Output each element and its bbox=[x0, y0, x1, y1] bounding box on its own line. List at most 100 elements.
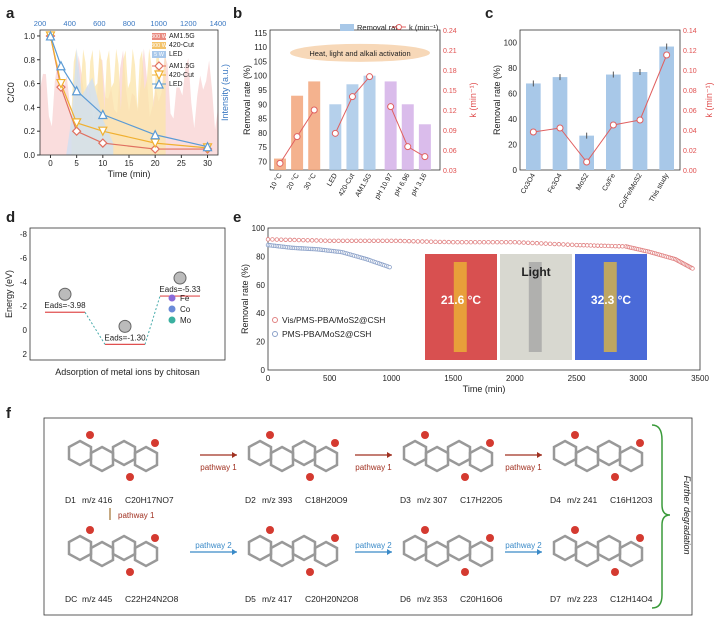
x-category-label-b: 10 °C bbox=[268, 172, 284, 191]
molecule-id: D5 bbox=[245, 594, 256, 604]
y-axis-label-a: C/C0 bbox=[6, 82, 16, 103]
x-category-label-c: Co3O4 bbox=[520, 172, 537, 195]
oxygen-atom bbox=[151, 439, 159, 447]
legend-label-d: Mo bbox=[180, 316, 192, 325]
y-tick-label-a: 0.6 bbox=[24, 80, 36, 89]
molecule-ring bbox=[574, 540, 600, 568]
molecule-formula: C20H17NO7 bbox=[125, 495, 174, 505]
data-point-e-0 bbox=[565, 242, 570, 247]
energy-label-d: Eads=-3.98 bbox=[44, 301, 86, 310]
data-point-e-0 bbox=[584, 243, 590, 248]
data-point-e-0 bbox=[602, 243, 607, 249]
legend-dot-d bbox=[168, 316, 176, 324]
legend-label-e: PMS-PBA/MoS2@CSH bbox=[282, 329, 371, 339]
k-point-b bbox=[348, 93, 356, 101]
legend-power-label: 300 W bbox=[151, 34, 168, 40]
molecule-sketch-d bbox=[58, 287, 72, 301]
x-category-label-b: 30 °C bbox=[302, 172, 318, 191]
data-point-e-0 bbox=[592, 243, 597, 248]
molecule-ring bbox=[269, 540, 295, 568]
top-tick-label-a: 600 bbox=[93, 19, 106, 28]
pathway1-arrowhead bbox=[537, 452, 542, 458]
molecule-ring bbox=[133, 540, 159, 568]
x-axis-label-e: Time (min) bbox=[463, 384, 506, 394]
inset-label-e: 21.6 °C bbox=[441, 293, 481, 307]
data-point-e-0 bbox=[446, 239, 451, 245]
data-point-e-0 bbox=[609, 243, 615, 249]
y-right-tick-label-c: 0.10 bbox=[683, 68, 697, 75]
data-point-AM1.5G bbox=[71, 126, 82, 137]
y-axis-label-c: Removal rate (%) bbox=[492, 65, 502, 135]
molecule-D3 bbox=[402, 431, 494, 481]
legend-dot-d bbox=[168, 305, 176, 313]
pathway2-arrowhead bbox=[387, 549, 392, 555]
x-tick-label-e: 2000 bbox=[506, 374, 524, 383]
data-point-e-0 bbox=[270, 237, 275, 242]
x-category-label-b: 20 °C bbox=[285, 172, 301, 191]
pathway1-label: pathway 1 bbox=[505, 463, 542, 472]
y-right-tick-label-c: 0.08 bbox=[683, 88, 697, 95]
data-point-e-0 bbox=[274, 237, 280, 242]
y-tick-label-e: 60 bbox=[256, 281, 265, 290]
data-point-e-0 bbox=[384, 238, 390, 243]
bar-c-0 bbox=[526, 83, 541, 170]
x-tick-label-a: 30 bbox=[203, 159, 212, 168]
legend-swatch-spectrum bbox=[152, 42, 166, 49]
y-tick-label-d: -6 bbox=[20, 254, 28, 263]
molecule-ring bbox=[291, 439, 317, 467]
legend-marker bbox=[154, 61, 164, 71]
data-point-e-0 bbox=[345, 238, 350, 243]
y-tick-label-b: 80 bbox=[258, 129, 267, 138]
y-tick-label-a: 1.0 bbox=[24, 32, 36, 41]
oxygen-atom bbox=[306, 568, 314, 576]
y-tick-label-a: 0.0 bbox=[24, 151, 36, 160]
inset-detail-e bbox=[453, 262, 467, 352]
data-point-e-0 bbox=[599, 243, 604, 248]
y-tick-label-e: 40 bbox=[256, 309, 265, 318]
bar-b-7 bbox=[401, 104, 414, 170]
data-point-LED bbox=[55, 60, 66, 71]
data-point-e-0 bbox=[569, 242, 575, 248]
panel-letter-c: c bbox=[485, 5, 493, 22]
legend-swatch-spectrum bbox=[152, 51, 166, 58]
molecule-D1 bbox=[67, 431, 159, 481]
molecule-formula: C20H20N2O8 bbox=[305, 594, 359, 604]
k-point-b bbox=[293, 133, 301, 141]
y-right-tick-label-b: 0.24 bbox=[443, 28, 457, 35]
bar-b-6 bbox=[384, 81, 397, 170]
x-category-label-c: MoS2 bbox=[575, 172, 590, 191]
pathway1-label: pathway 1 bbox=[200, 463, 237, 472]
data-point-e-0 bbox=[468, 239, 473, 245]
data-point-e-0 bbox=[309, 238, 315, 243]
molecule-mz: m/z 445 bbox=[82, 594, 113, 604]
legend-series-label: LED bbox=[169, 81, 183, 88]
molecule-D6 bbox=[402, 526, 494, 576]
molecule-D4 bbox=[552, 431, 644, 481]
data-point-e-0 bbox=[543, 241, 548, 246]
legend-power-label: 5 W bbox=[154, 52, 165, 58]
legend-k-marker-b bbox=[396, 24, 402, 30]
legend-power-label: 300 W bbox=[151, 43, 168, 49]
data-point-e-0 bbox=[481, 239, 487, 245]
data-point-e-0 bbox=[477, 239, 482, 245]
y-right-tick-label-c: 0.14 bbox=[683, 28, 697, 35]
x-tick-label-e: 1500 bbox=[444, 374, 462, 383]
data-point-e-0 bbox=[323, 238, 328, 243]
molecule-ring bbox=[247, 439, 273, 467]
x-tick-label-e: 500 bbox=[323, 374, 337, 383]
legend-spectrum-label: 420-Cut bbox=[169, 42, 194, 49]
y-right-tick-label-b: 0.03 bbox=[443, 168, 457, 175]
data-point-e-0 bbox=[380, 238, 385, 243]
y-tick-label-c: 80 bbox=[508, 64, 517, 73]
molecule-ring bbox=[552, 439, 578, 467]
top-tick-label-a: 200 bbox=[34, 19, 47, 28]
data-point-e-0 bbox=[358, 238, 363, 243]
k-point-c bbox=[556, 124, 564, 132]
oxygen-atom bbox=[611, 568, 619, 576]
x-axis-label-a: Time (min) bbox=[108, 169, 151, 179]
x-category-label-b: 420-Cut bbox=[338, 172, 357, 197]
molecule-mz: m/z 416 bbox=[82, 495, 113, 505]
molecule-id: D1 bbox=[65, 495, 76, 505]
molecule-mz: m/z 307 bbox=[417, 495, 448, 505]
y-right-tick-label-b: 0.06 bbox=[443, 148, 457, 155]
